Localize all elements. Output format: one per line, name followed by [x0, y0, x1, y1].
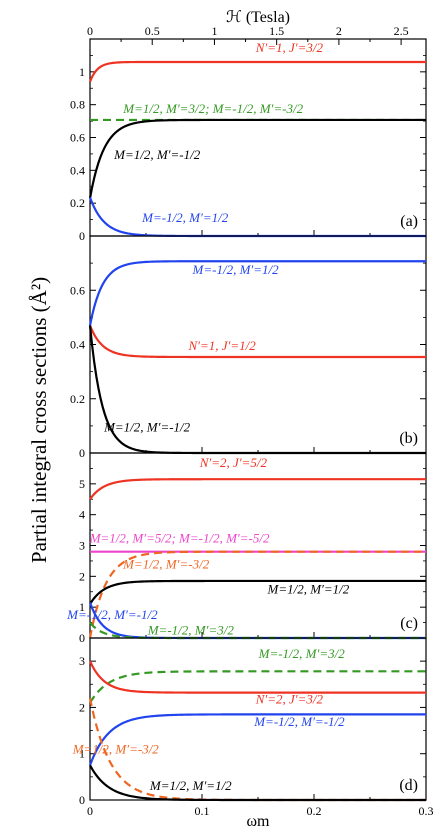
y-tick-label: 4: [79, 508, 85, 522]
y-tick-label: 0: [79, 446, 85, 460]
y-tick-label: 0.6: [70, 131, 85, 145]
panel-letter: (d): [399, 777, 418, 794]
series-line: [88, 60, 426, 83]
series-line: [89, 478, 426, 500]
series-label: N′=2, J′=5/2: [199, 455, 268, 470]
y-tick-label: 0: [79, 793, 85, 807]
y-tick-label: 0: [79, 229, 85, 243]
series-line: [89, 764, 426, 802]
y-axis-title: Partial integral cross sections (Å²): [27, 277, 51, 563]
y-tick-label: 2: [79, 569, 85, 583]
y-tick-label: 2: [79, 700, 85, 714]
panel-frame: [89, 38, 427, 237]
series-line: [88, 550, 426, 639]
y-tick-label: 5: [79, 477, 85, 491]
top-tick-label: 0: [87, 24, 93, 38]
top-tick-label: 2: [336, 24, 342, 38]
series-line: [89, 579, 426, 605]
series-label: M=1/2, M′=-1/2: [113, 147, 201, 162]
y-tick-label: 0.4: [70, 163, 85, 177]
top-tick-label: 1: [211, 24, 217, 38]
x-tick-label: 0.2: [307, 804, 322, 818]
panel-letter: (b): [399, 430, 418, 447]
series-label: M=1/2, M′=1/2: [267, 581, 350, 596]
y-tick-label: 0.4: [70, 338, 85, 352]
series-label: M=-1/2, M′=-1/2: [66, 607, 158, 622]
y-tick-label: 3: [79, 654, 85, 668]
panel-a: 0 0.2 0.4 0.6 0.8 1 0 0.5 1 1.5 2 2.5 N′=1, J′=3/2 M=…: [70, 24, 427, 243]
series-label: M=1/2, M′=-3/2: [72, 742, 160, 757]
top-tick-label: 0.5: [145, 24, 160, 38]
y-tick-label: 3: [79, 539, 85, 553]
panel-b: 0 0.2 0.4 0.6 M=-1/2, M′=1/2 N′=1, J′=1/2 M=1/…: [70, 235, 427, 460]
panels: 0 0.2 0.4 0.6 0.8 1 0 0.5 1 1.5 2 2.5 N′=1, J′=3/2 M=…: [66, 24, 433, 818]
top-axis-title: ℋ (Tesla): [226, 9, 290, 26]
y-tick-label: 0.2: [70, 196, 85, 210]
series-label: N′=1, J′=3/2: [255, 40, 324, 55]
series-label: M=-1/2, M′=1/2: [192, 262, 280, 277]
y-tick-label: 1: [79, 600, 85, 614]
panel-d: 0 1 2 3 0 0.1 0.2 0.3 M=-1/2, M′=3/2 N′=2, J′=3/2…: [72, 637, 434, 818]
top-tick-label: 2.5: [394, 24, 409, 38]
series-label: M=-1/2, M′=3/2: [258, 646, 346, 661]
series-line: [88, 260, 426, 326]
series-label: M=-1/2, M′=3/2: [147, 622, 235, 637]
series-label: M=1/2, M′=1/2: [149, 778, 232, 793]
y-tick-label: 0.8: [70, 98, 85, 112]
series-label: M=1/2, M′=3/2; M=-1/2, M′=-3/2: [122, 101, 303, 116]
bottom-axis-title: ωm: [247, 813, 271, 830]
series-label: M=1/2, M′=-3/2: [122, 557, 210, 572]
series-line: [88, 197, 426, 238]
panel-letter: (c): [400, 615, 418, 632]
series-label: N′=1, J′=1/2: [188, 338, 257, 353]
series-label: M=1/2, M′=5/2; M=-1/2, M′=-5/2: [89, 530, 270, 545]
y-tick-label: 0.2: [70, 392, 85, 406]
series-line: [88, 118, 426, 199]
y-tick-label: 1: [79, 65, 85, 79]
y-tick-label: 0.6: [70, 283, 85, 297]
x-tick-label: 0: [87, 804, 93, 818]
series-line: [89, 670, 426, 704]
series-line: [88, 713, 426, 766]
series-label: M=-1/2, M′=1/2: [141, 210, 229, 225]
x-tick-label: 0.1: [195, 804, 210, 818]
x-tick-label: 0.3: [419, 804, 434, 818]
panel-letter: (a): [400, 213, 418, 230]
series-line: [89, 660, 426, 694]
series-label: M=1/2, M′=-1/2: [103, 419, 191, 434]
y-tick-label: 0: [79, 631, 85, 645]
series-line: [88, 325, 426, 359]
top-tick-label: 1.5: [269, 24, 284, 38]
panel-c: 0 1 2 3 4 5 N′=2, J′=5/2 M=1/2, M′=5/2; M=-1/2,…: [66, 452, 427, 645]
series-label: M=-1/2, M′=-1/2: [253, 714, 345, 729]
series-label: N′=2, J′=3/2: [255, 692, 324, 707]
y-tick-label: 1: [79, 747, 85, 761]
